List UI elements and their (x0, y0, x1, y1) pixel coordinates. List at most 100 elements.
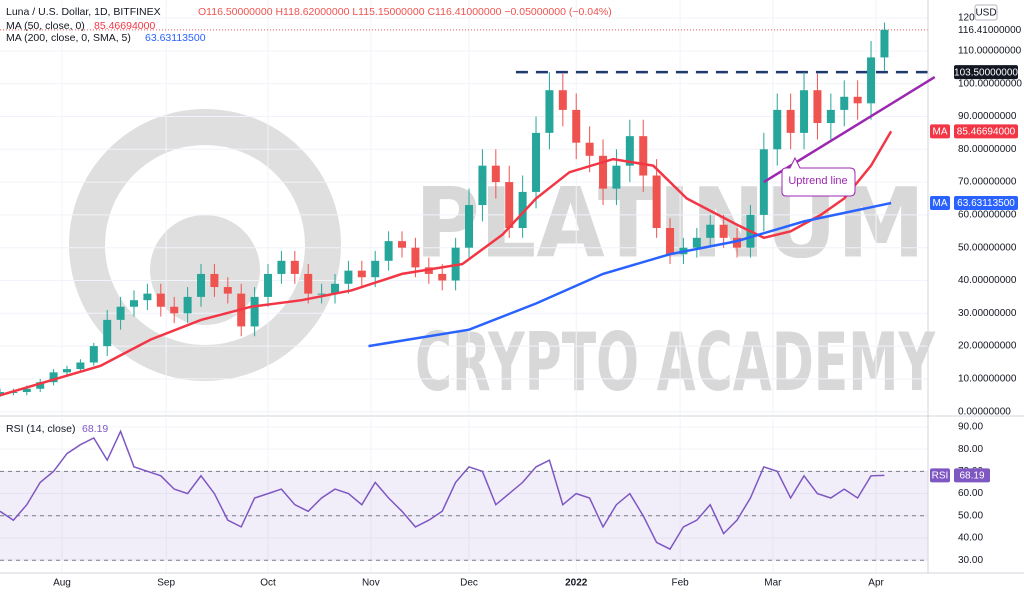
candle-body (867, 57, 876, 104)
y-tick-label: 40.00000000 (958, 275, 1017, 286)
candle-body (800, 90, 809, 133)
candle-body (840, 96, 849, 110)
price-tag (954, 124, 1018, 139)
price-tag-label: 63.63113500 (957, 198, 1015, 209)
currency: USD (975, 8, 996, 19)
candle-body (706, 224, 715, 238)
candle-body (76, 362, 85, 370)
legend-value: 68.19 (82, 423, 108, 435)
y-tick-label: 30.00000000 (958, 308, 1017, 319)
candle-body (465, 205, 474, 248)
price-tag (954, 195, 1018, 210)
candle-body (478, 165, 487, 206)
candle-body (853, 96, 862, 104)
y-tick-label: 30.00 (958, 555, 983, 566)
indicator-line (368, 201, 892, 348)
candle-body (89, 346, 98, 363)
candle-body (264, 273, 273, 297)
candle-body (599, 155, 608, 189)
legend-value: 63.63113500 (145, 32, 206, 44)
y-tick-label: 120 (958, 13, 975, 24)
candle-body (223, 287, 232, 294)
candle-body (49, 372, 58, 383)
legend-entry: MA (50, close, 0) (6, 20, 85, 32)
candle-body (813, 90, 822, 124)
y-tick-label: 90.00000000 (958, 111, 1017, 122)
watermark-text: CRYPTO ACADEMY (415, 316, 936, 409)
y-tick-label: 60.00000000 (958, 210, 1017, 221)
candle-body (652, 175, 661, 229)
candle-body (344, 270, 353, 284)
candle-body (250, 296, 259, 327)
indicator-line (0, 130, 893, 397)
y-tick-label: 10.00000000 (958, 374, 1017, 385)
rsi-tag (930, 468, 950, 483)
candle-body (290, 260, 299, 274)
candle-body (197, 273, 206, 297)
candle-body (733, 237, 742, 248)
x-tick-label: Oct (260, 578, 276, 589)
y-tick-label: 80.00 (958, 444, 983, 455)
price-tag-label: 68.19 (959, 470, 984, 481)
candle-body (0, 392, 4, 394)
candle-body (585, 142, 594, 156)
candle-body (277, 260, 286, 274)
candle-body (491, 165, 500, 183)
candle-body (639, 136, 648, 176)
candle-body (304, 273, 313, 294)
ma-tag-name: MA (933, 198, 948, 209)
candle-body (130, 300, 139, 307)
candle-body (63, 369, 72, 373)
x-tick-label: Sep (157, 578, 175, 589)
candle-body (22, 388, 31, 393)
ma-tag-name: MA (933, 126, 948, 137)
y-tick-label: 70.00000000 (958, 177, 1017, 188)
candle-body (545, 90, 554, 133)
y-tick-label: 90.00 (958, 422, 983, 433)
x-tick-label: Nov (362, 578, 380, 589)
candle-body (438, 273, 447, 281)
candle-body (116, 306, 125, 320)
y-tick-label: 60.00 (958, 488, 983, 499)
ma-tag (930, 195, 950, 210)
y-tick-label: 100.00000000 (958, 78, 1022, 89)
rsi-tag-name: RSI (932, 470, 949, 481)
watermark-logo-core (150, 215, 260, 325)
candle-body (625, 136, 634, 166)
candle-body (371, 260, 380, 278)
watermark-logo (69, 109, 341, 381)
x-tick-label: Aug (53, 578, 71, 589)
candle-body (612, 165, 621, 189)
x-tick-label: Dec (460, 578, 478, 589)
candle-body (558, 90, 567, 110)
candle-body (411, 247, 420, 268)
candle-body (331, 283, 340, 294)
pane (0, 418, 928, 572)
y-tick-label: 40.00 (958, 533, 983, 544)
candle-body (156, 293, 165, 307)
candle-body (826, 109, 835, 124)
pane (0, 0, 928, 415)
chart-title: Luna / U.S. Dollar, 1D, BITFINEX (6, 6, 161, 18)
price-tag (930, 22, 1020, 37)
candle-body (666, 228, 675, 255)
y-tick-label: 110.00000000 (958, 45, 1022, 56)
candle-body (786, 109, 795, 133)
candle-body (210, 273, 219, 288)
legend-value: 85.46694000 (94, 20, 155, 32)
legend-entry: MA (200, close, 0, SMA, 5) (6, 32, 131, 44)
candle-body (505, 182, 514, 229)
candle-body (143, 293, 152, 301)
x-tick-label: Mar (764, 578, 782, 589)
currency-box (974, 4, 998, 21)
candle-body (880, 29, 889, 58)
price-tag-label: 85.46694000 (957, 126, 1016, 137)
candle-body (719, 224, 728, 238)
annotation: Uptrend line (788, 175, 847, 187)
price-tag-label: 116.41000000 (958, 25, 1022, 36)
candle-body (357, 270, 366, 278)
y-tick-label: 80.00000000 (958, 144, 1017, 155)
x-tick-label: Apr (868, 578, 884, 589)
price-tag-label: 103.50000000 (954, 67, 1018, 78)
